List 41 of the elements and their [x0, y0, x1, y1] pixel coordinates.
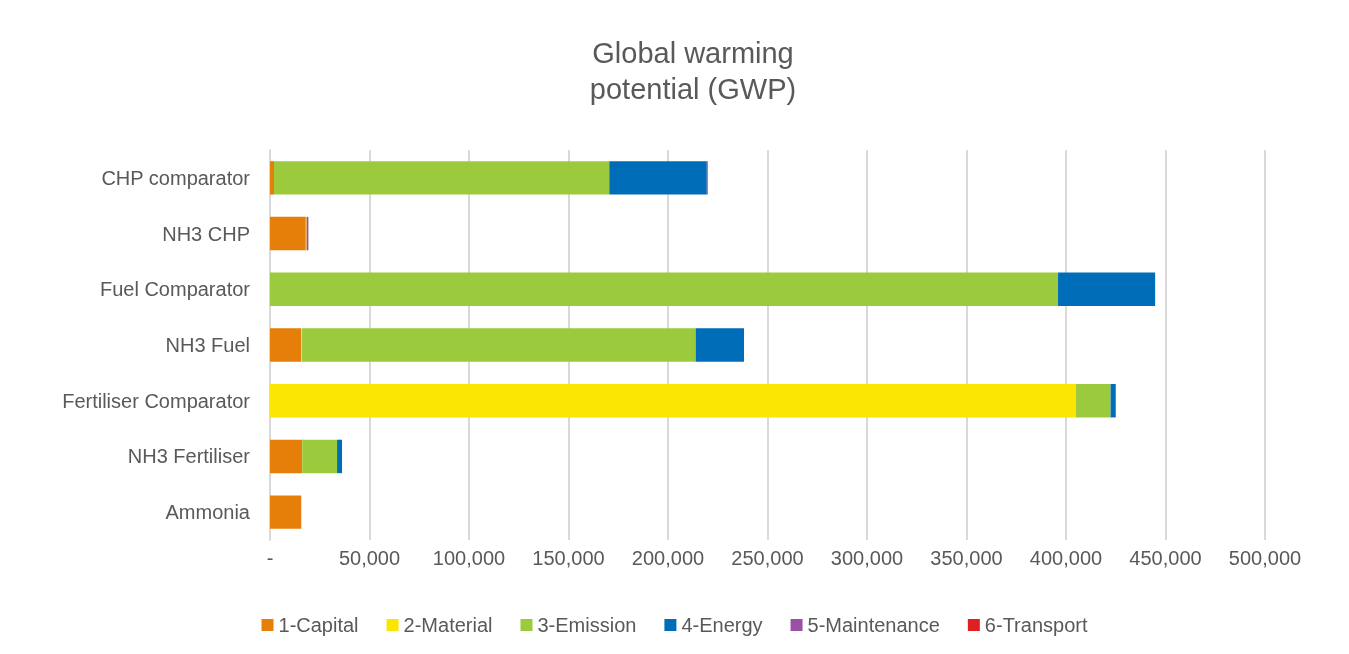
x-tick-label: 100,000 — [432, 547, 506, 569]
bar — [302, 439, 338, 474]
x-tick-label: 50,000 — [338, 547, 401, 569]
bar — [270, 328, 302, 362]
legend-label: 4-Energy — [681, 614, 763, 636]
x-tick-label: 450,000 — [1129, 547, 1202, 569]
x-tick-label: 200,000 — [631, 547, 705, 569]
bar — [1058, 272, 1156, 306]
x-tick-label: 350,000 — [930, 547, 1003, 569]
x-tick-label: 150,000 — [532, 547, 605, 569]
chart-title: Global warming potential (GWP) — [589, 37, 797, 105]
x-tick-label: 300,000 — [830, 547, 904, 569]
x-tick-label: 500,000 — [1228, 547, 1302, 569]
bar — [609, 161, 707, 195]
bar — [302, 328, 696, 362]
y-tick-label: NH3 CHP — [162, 222, 250, 245]
legend-label: 6-Transport — [984, 614, 1088, 636]
bar — [270, 439, 303, 474]
bar — [1075, 384, 1111, 418]
bar — [270, 495, 302, 529]
bar — [695, 328, 745, 362]
bar — [1110, 384, 1116, 418]
x-tick-label: 250,000 — [731, 547, 804, 569]
y-tick-label: NH3 Fuel — [165, 334, 250, 356]
y-tick-label: NH3 Fertiliser — [127, 445, 251, 468]
y-tick-label: CHP comparator — [101, 166, 251, 189]
bar — [273, 161, 610, 195]
y-tick-label: Fertiliser Comparator — [62, 389, 251, 412]
y-tick-label: Fuel Comparator — [99, 278, 251, 301]
bar — [270, 161, 274, 195]
x-tick-label: - — [266, 547, 274, 569]
legend-label: 5-Maintenance — [807, 614, 940, 636]
bar — [337, 439, 343, 474]
bar — [270, 216, 306, 251]
y-tick-label: Ammonia — [165, 501, 251, 524]
legend-label: 2-Material — [403, 614, 493, 636]
legend-label: 1-Capital — [278, 614, 359, 636]
legend-label: 3-Emission — [537, 614, 637, 636]
bar — [270, 272, 1059, 306]
x-tick-label: 400,000 — [1029, 547, 1103, 569]
bar — [270, 384, 1076, 418]
